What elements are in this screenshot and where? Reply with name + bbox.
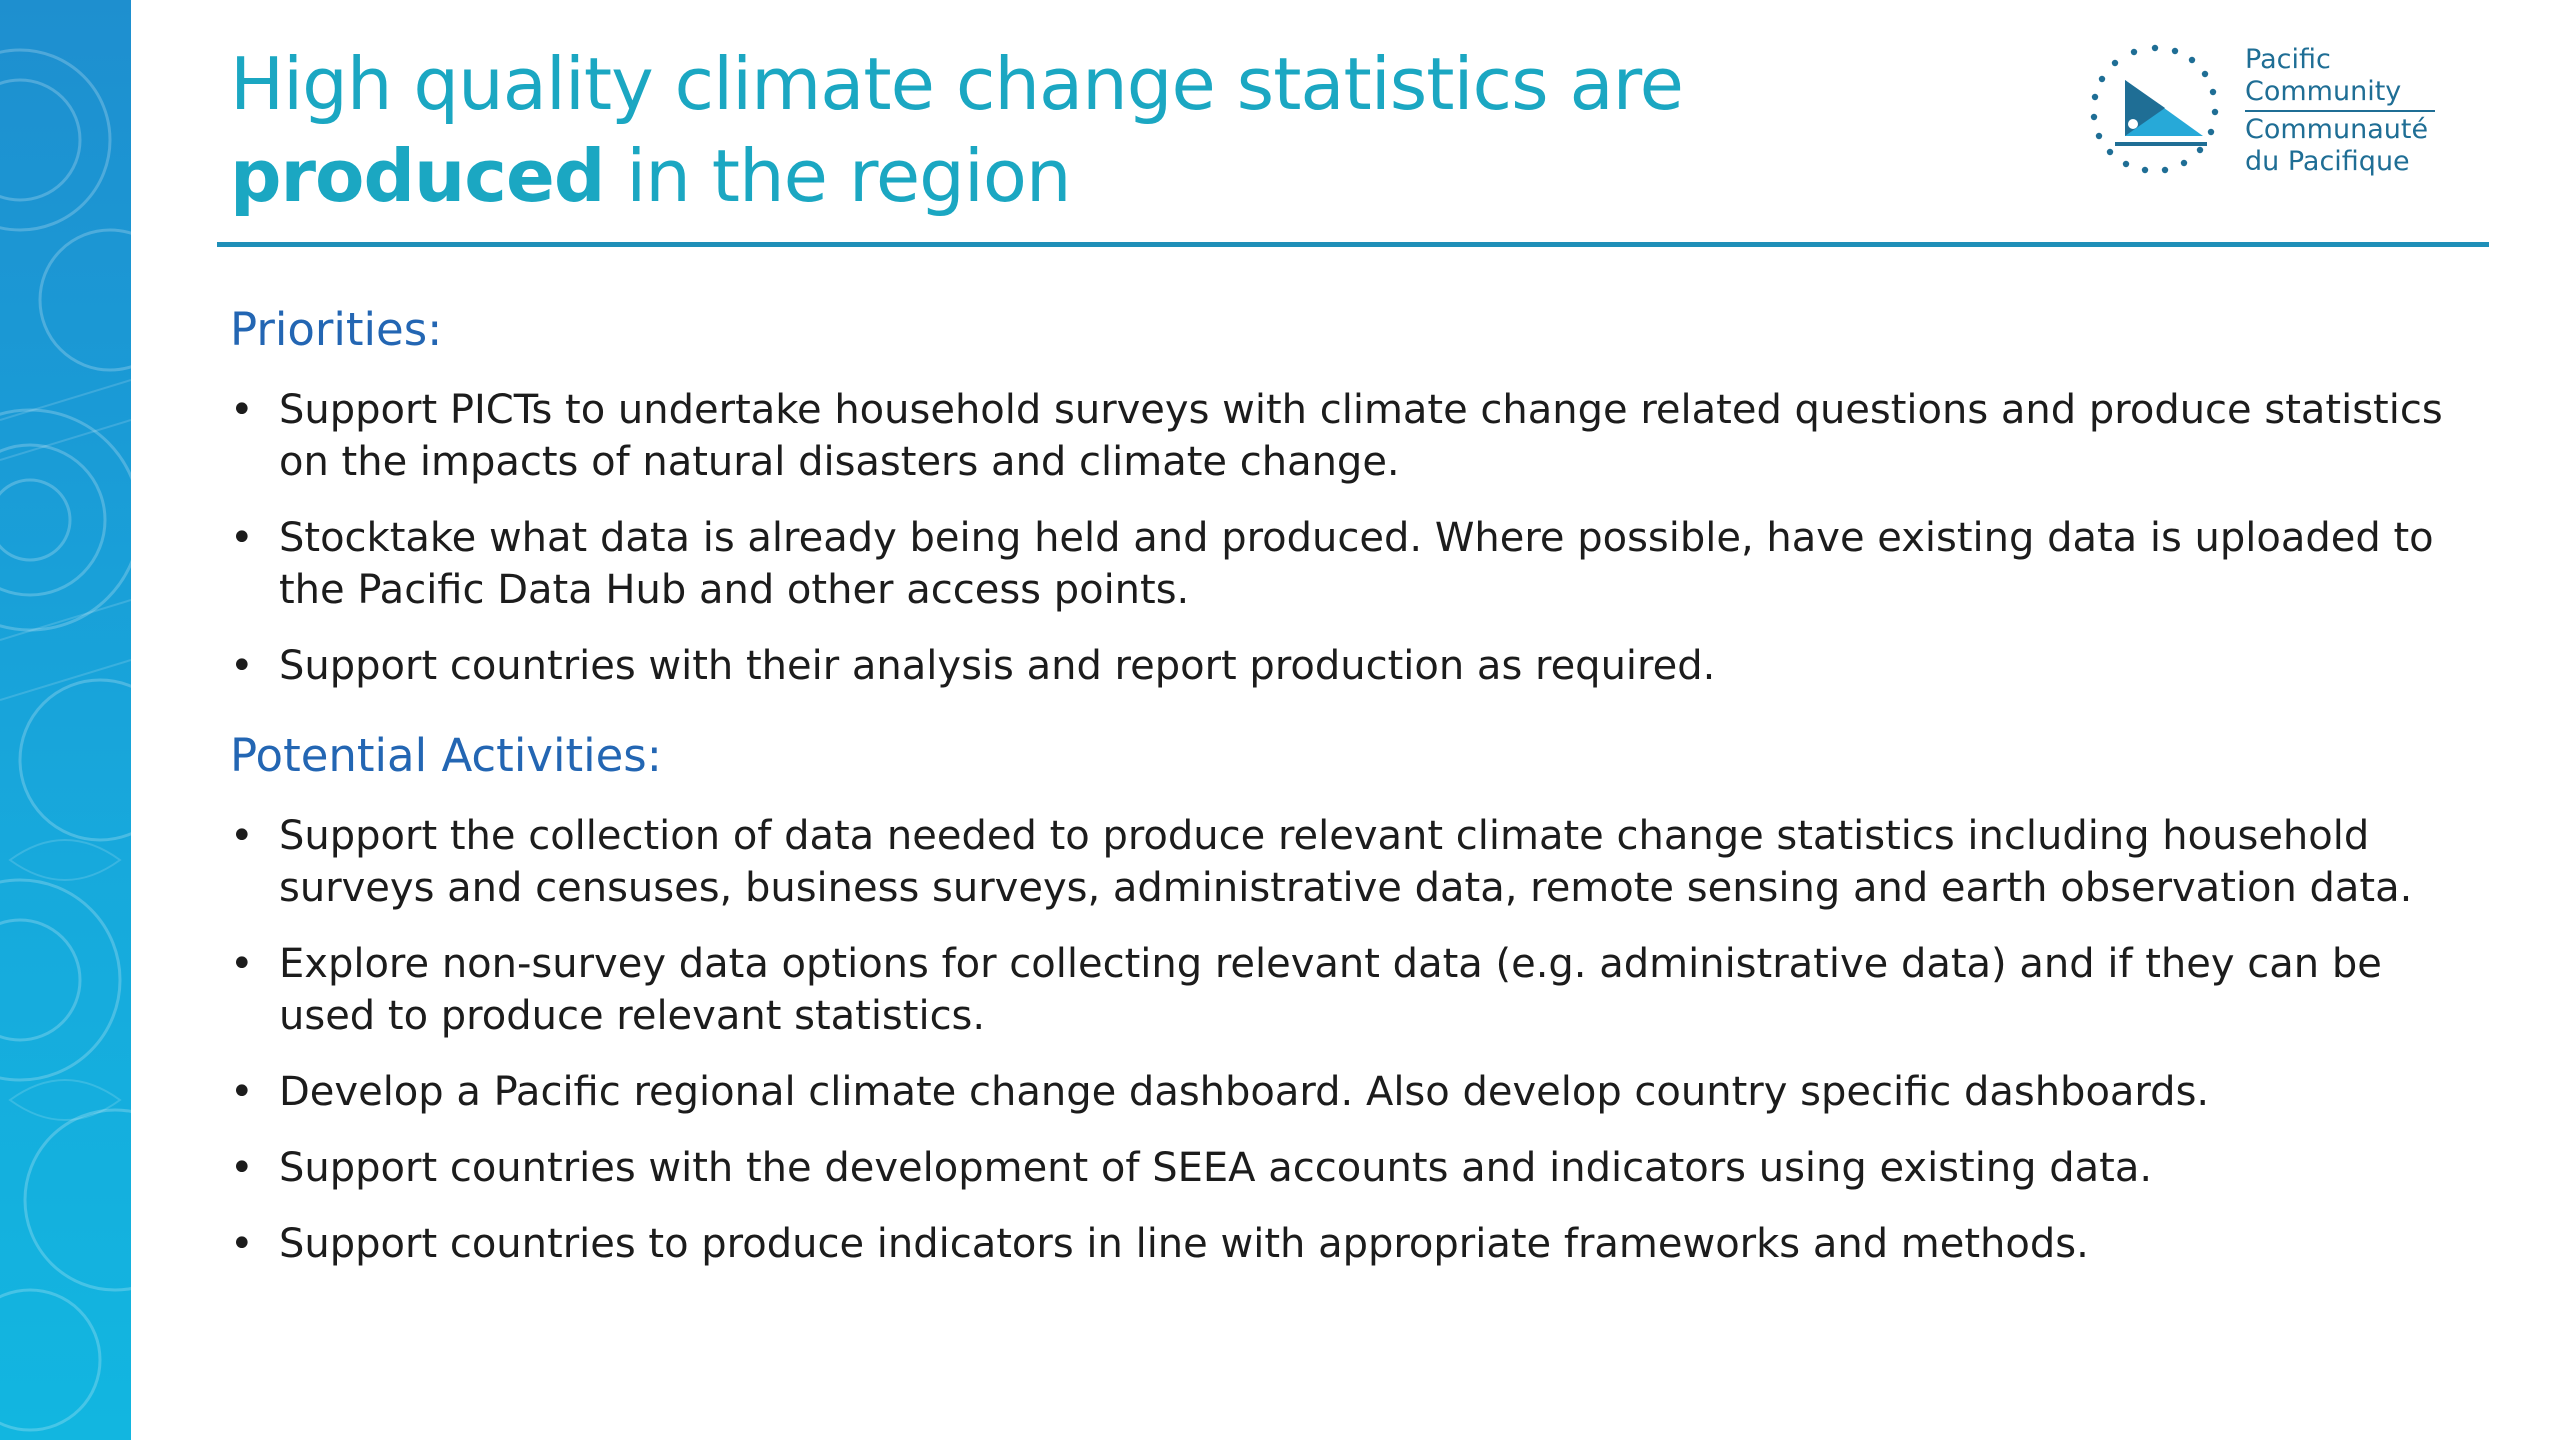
priorities-list: • Support PICTs to undertake household su…	[230, 384, 2450, 692]
pacific-community-logo: Pacific Community Communauté du Pacifiqu…	[2085, 40, 2465, 190]
list-item: • Support PICTs to undertake household su…	[230, 384, 2450, 488]
bullet-icon: •	[230, 1145, 254, 1191]
slide-title: High quality climate change statistics a…	[230, 38, 2030, 222]
logo-line-1: Pacific	[2245, 44, 2331, 75]
logo-wordmark: Pacific Community Communauté du Pacifiqu…	[2245, 44, 2465, 178]
bullet-icon: •	[230, 813, 254, 859]
pacific-pattern-decoration	[0, 48, 131, 1432]
logo-line-2: Community	[2245, 76, 2402, 107]
logo-line-3: Communauté	[2245, 114, 2429, 145]
title-tail: in the region	[604, 134, 1071, 218]
list-item: • Support countries to produce indicators…	[230, 1218, 2450, 1270]
list-item-text: Explore non-survey data options for coll…	[279, 941, 2382, 1039]
list-item-text: Support countries to produce indicators …	[279, 1221, 2089, 1267]
title-emphasis: produced	[230, 134, 605, 218]
list-item-text: Support countries with their analysis an…	[279, 643, 1716, 689]
logo-line-4: du Pacifique	[2245, 146, 2410, 177]
list-item-text: Develop a Pacific regional climate chang…	[279, 1069, 2210, 1115]
bullet-icon: •	[230, 643, 254, 689]
list-item: • Explore non-survey data options for col…	[230, 938, 2450, 1042]
list-item-text: Stocktake what data is already being hel…	[279, 515, 2434, 613]
list-item: • Stocktake what data is already being he…	[230, 512, 2450, 616]
list-item: • Develop a Pacific regional climate chan…	[230, 1066, 2450, 1118]
side-decorative-band	[0, 0, 131, 1440]
bullet-icon: •	[230, 941, 254, 987]
list-item-text: Support countries with the development o…	[279, 1145, 2153, 1191]
bullet-icon: •	[230, 1221, 254, 1267]
logo-divider	[2245, 110, 2435, 112]
list-item-text: Support the collection of data needed to…	[279, 813, 2413, 911]
bullet-icon: •	[230, 515, 254, 561]
sail-canoe-emblem-icon	[2090, 44, 2219, 174]
activities-list: • Support the collection of data needed t…	[230, 810, 2450, 1270]
list-item-text: Support PICTs to undertake household sur…	[279, 387, 2443, 485]
title-regular: High quality climate change statistics a…	[230, 42, 1684, 126]
bullet-icon: •	[230, 387, 254, 433]
list-item: • Support the collection of data needed t…	[230, 810, 2450, 914]
bullet-icon: •	[230, 1069, 254, 1115]
priorities-heading: Priorities:	[230, 303, 443, 356]
slide-content: Priorities: • Support PICTs to undertake …	[230, 300, 2450, 1270]
list-item: • Support countries with their analysis a…	[230, 640, 2450, 692]
activities-heading: Potential Activities:	[230, 729, 662, 782]
list-item: • Support countries with the development …	[230, 1142, 2450, 1194]
title-divider	[217, 242, 2489, 247]
